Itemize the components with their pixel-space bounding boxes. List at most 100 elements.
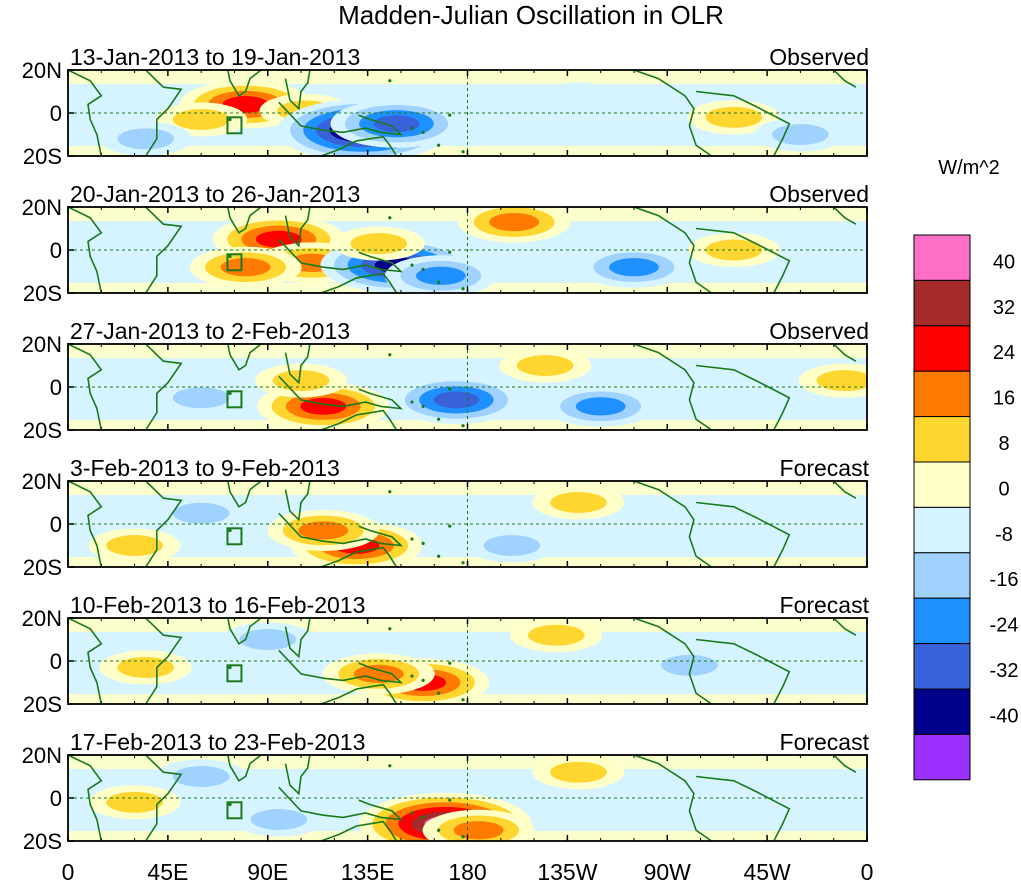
anomaly-contour-positive	[255, 230, 302, 248]
coastline	[68, 344, 103, 430]
island	[410, 811, 414, 815]
coastline	[227, 344, 262, 371]
y-tick-label: 20N	[22, 58, 62, 83]
anomaly-field	[68, 70, 867, 156]
colorbar-tick-label: -8	[995, 524, 1013, 546]
island	[228, 254, 232, 259]
anomaly-contour-negative	[661, 654, 718, 676]
island	[437, 280, 441, 284]
coastline	[145, 618, 183, 704]
x-tick-label: 180	[448, 859, 486, 885]
anomaly-contour-positive	[550, 492, 607, 513]
panel-status: Forecast	[780, 592, 870, 618]
coastline	[320, 546, 398, 567]
anomaly-contour-positive	[106, 791, 163, 813]
panel-6: 20N 0 20S 17-Feb-2013 to 23-Feb-2013 Forecas…	[22, 729, 870, 854]
coastline	[278, 786, 404, 821]
coastline	[284, 207, 311, 248]
panel-4: 20N 0 20S 3-Feb-2013 to 9-Feb-2013 Forecast	[22, 455, 870, 580]
colorbar-tick-label: 8	[998, 433, 1009, 455]
coastline	[278, 375, 404, 410]
y-tick-label: 20N	[22, 743, 62, 768]
anomaly-contour-positive	[353, 664, 404, 684]
panels-group: 20N 0 20S 13-Jan-2013 to 19-Jan-2013 Observe…	[22, 44, 870, 854]
y-tick-label: 20S	[23, 555, 62, 580]
island	[410, 400, 414, 404]
anomaly-contour-negative	[415, 266, 466, 285]
coastlines	[68, 481, 857, 567]
island	[228, 665, 232, 670]
coastline	[68, 70, 103, 156]
coastline	[227, 618, 262, 645]
anomaly-contour-negative	[609, 258, 659, 277]
coastline	[696, 775, 791, 841]
anomaly-contour-positive	[172, 108, 230, 130]
coastline	[227, 70, 262, 97]
coastline	[320, 409, 398, 430]
colorbar-tick-label: -16	[990, 569, 1019, 591]
anomaly-contour-positive	[453, 821, 504, 840]
panel-date-range: 13-Jan-2013 to 19-Jan-2013	[70, 44, 360, 70]
colorbar-tick-label: -40	[990, 705, 1019, 727]
coastline	[278, 101, 404, 136]
island	[448, 250, 452, 254]
chart-title: Madden-Julian Oscillation in OLR	[338, 0, 724, 30]
panel-date-range: 20-Jan-2013 to 26-Jan-2013	[70, 181, 360, 207]
coastline	[696, 90, 791, 156]
anomaly-contour-positive	[516, 355, 574, 376]
coastline	[145, 481, 183, 567]
coastline	[145, 344, 183, 430]
island	[228, 528, 232, 533]
island	[448, 113, 452, 117]
island	[388, 216, 392, 220]
island	[388, 627, 392, 631]
colorbar-swatch	[913, 370, 971, 418]
anomaly-contour-positive	[816, 370, 867, 392]
anomaly-contour-positive	[106, 535, 163, 556]
panel-status: Observed	[769, 44, 869, 70]
anomaly-contour-positive	[550, 761, 607, 783]
panel-date-range: 17-Feb-2013 to 23-Feb-2013	[70, 729, 365, 755]
coastline	[633, 344, 713, 430]
coastline	[833, 70, 857, 88]
colorbar-tick-label: -24	[990, 615, 1019, 637]
y-tick-label: 20N	[22, 469, 62, 494]
y-tick-label: 20S	[23, 281, 62, 306]
coastline	[227, 207, 262, 234]
reference-box	[226, 116, 243, 135]
anomaly-contour-positive	[272, 370, 330, 392]
y-tick-label: 20N	[22, 332, 62, 357]
colorbar-swatch	[913, 325, 971, 372]
coastline	[833, 618, 857, 636]
x-tick-label: 0	[861, 859, 874, 885]
anomaly-contour-negative	[172, 387, 230, 409]
panel-status: Forecast	[780, 729, 870, 755]
island	[410, 537, 414, 541]
coastline	[284, 755, 311, 796]
x-tick-label: 90W	[644, 859, 692, 885]
island	[228, 802, 232, 807]
colorbar-tick-label: 24	[993, 342, 1015, 364]
colorbar-swatch	[913, 597, 971, 645]
coastlines	[68, 618, 857, 704]
x-tick-label: 0	[62, 859, 75, 885]
coastline	[696, 364, 791, 430]
island	[228, 391, 232, 396]
coastline	[284, 481, 311, 522]
coastline	[696, 501, 791, 567]
island	[421, 130, 425, 134]
island	[437, 417, 441, 421]
y-tick-label: 0	[50, 375, 62, 400]
coastline	[284, 618, 311, 659]
island	[461, 835, 465, 839]
coastline	[68, 618, 103, 704]
reference-box	[226, 390, 243, 409]
colorbar-tick-label: 32	[993, 297, 1015, 319]
island	[461, 561, 465, 565]
coastlines	[68, 207, 857, 293]
island	[437, 691, 441, 695]
y-tick-label: 0	[50, 101, 62, 126]
island	[410, 263, 414, 267]
colorbar-tick-label: -32	[990, 660, 1019, 682]
